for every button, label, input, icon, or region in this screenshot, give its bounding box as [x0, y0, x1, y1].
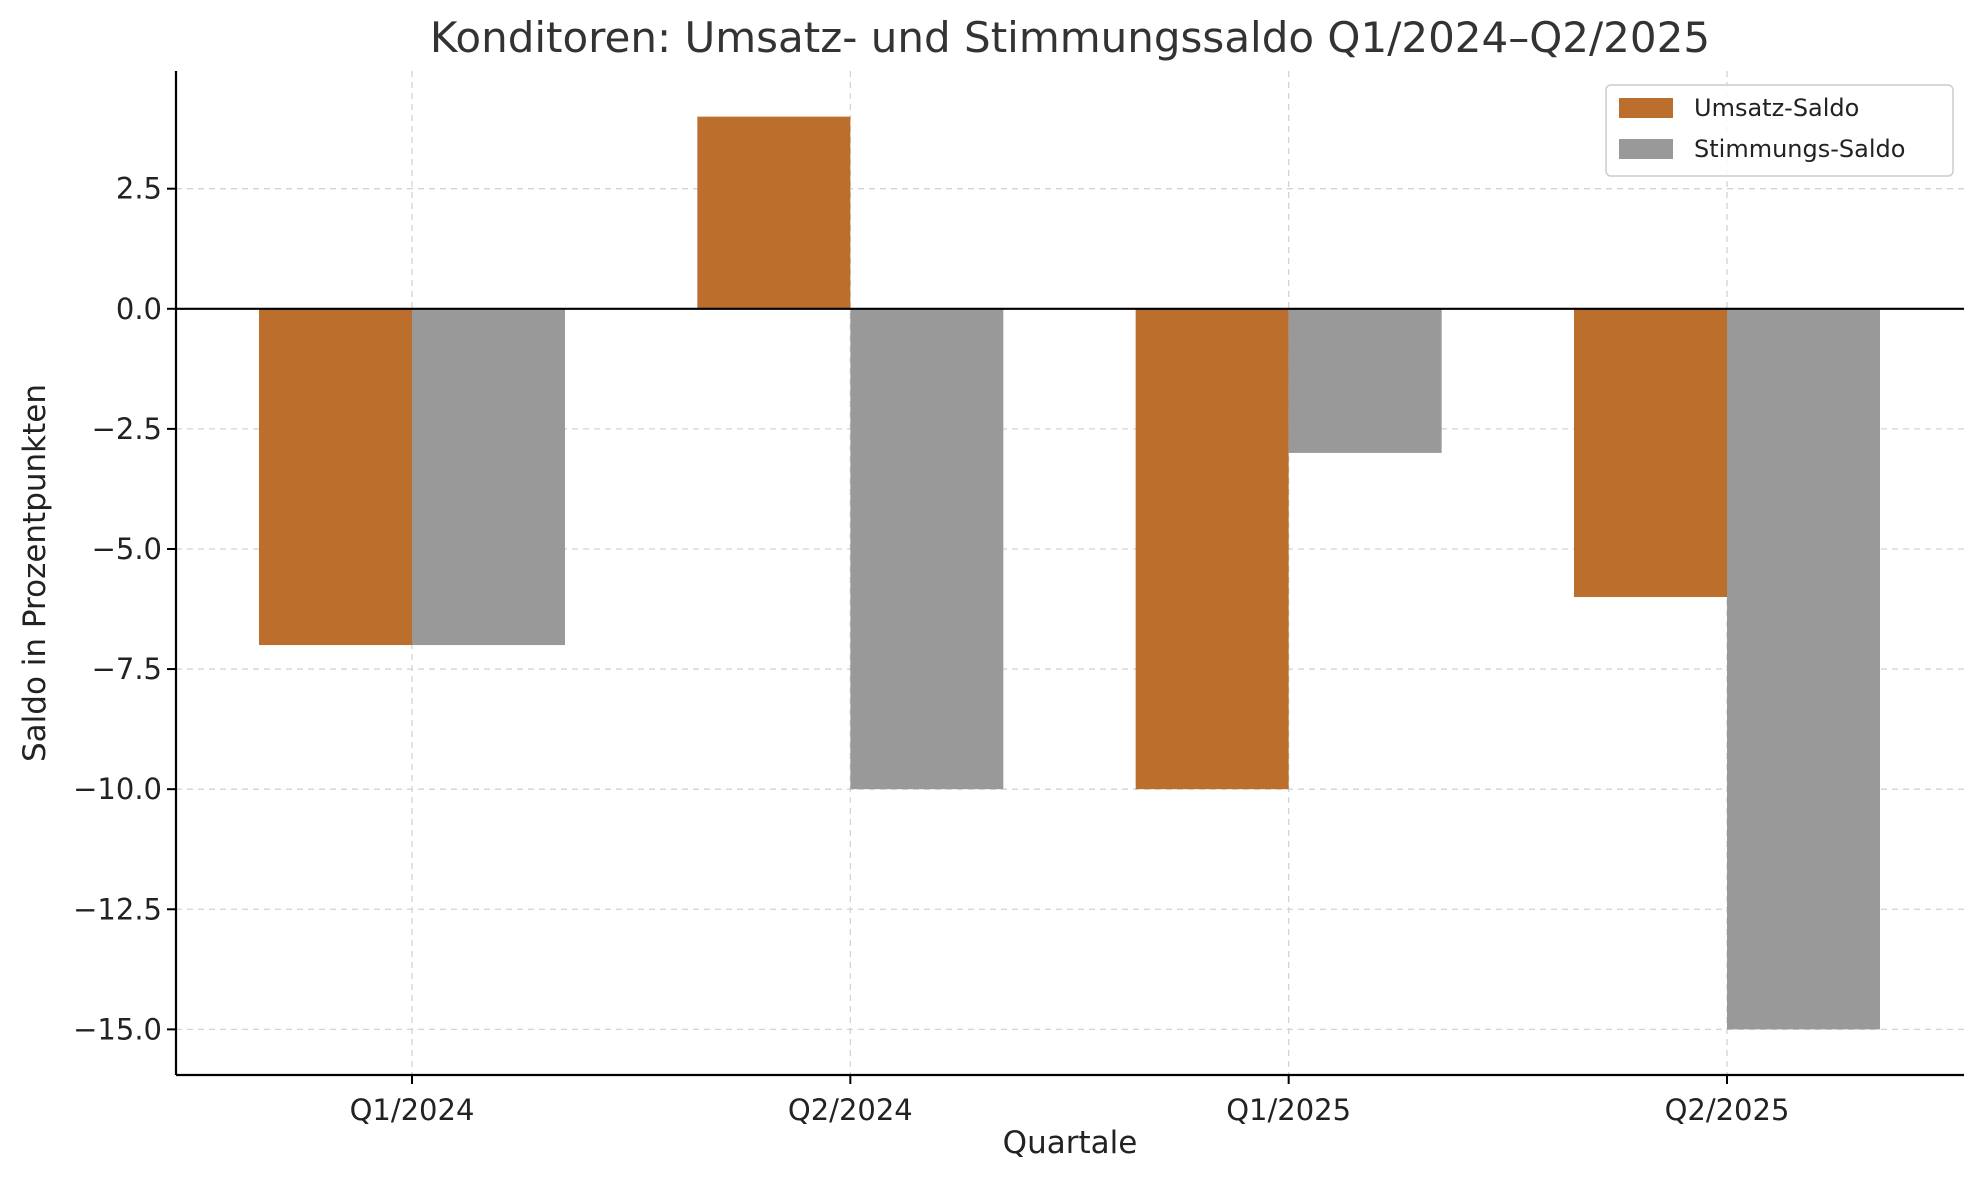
- y-tick-label: −12.5: [73, 892, 162, 926]
- bar-umsatz: [1574, 308, 1727, 598]
- legend-swatch: [1619, 139, 1673, 159]
- y-axis-ticks: 2.5 0.0 −2.5 −5.0 −7.5 −10.0 −12.5 −15.0: [73, 172, 176, 1046]
- y-axis-label: Saldo in Prozentpunkten: [17, 384, 53, 762]
- x-tick-label: Q1/2025: [1226, 1093, 1351, 1127]
- bar-umsatz: [1135, 308, 1289, 790]
- bar-umsatz: [259, 308, 412, 646]
- bar-umsatz: [697, 116, 851, 309]
- y-tick-label: 2.5: [116, 172, 162, 206]
- y-tick-label: 0.0: [116, 292, 162, 326]
- legend-label: Stimmungs-Saldo: [1694, 135, 1905, 163]
- legend-label: Umsatz-Saldo: [1694, 94, 1859, 122]
- bar-stimmung: [850, 308, 1004, 790]
- axes: [174, 71, 1964, 1077]
- y-tick-label: −5.0: [92, 532, 162, 566]
- x-tick-label: Q1/2024: [350, 1093, 475, 1127]
- bar-stimmung: [412, 308, 565, 646]
- y-tick-label: −15.0: [73, 1012, 162, 1046]
- y-tick-label: −7.5: [92, 652, 162, 686]
- bar-stimmung: [1727, 308, 1880, 1030]
- y-tick-label: −2.5: [92, 412, 162, 446]
- x-axis-label: Quartale: [1003, 1125, 1138, 1161]
- chart-title: Konditoren: Umsatz- und Stimmungssaldo Q…: [430, 13, 1710, 62]
- y-tick-label: −10.0: [73, 772, 162, 806]
- legend-swatch: [1619, 98, 1673, 118]
- x-tick-label: Q2/2025: [1665, 1093, 1790, 1127]
- bar-stimmung: [1288, 308, 1442, 453]
- bars: [259, 116, 1880, 1030]
- legend: Umsatz-Saldo Stimmungs-Saldo: [1605, 84, 1954, 177]
- x-tick-label: Q2/2024: [788, 1093, 913, 1127]
- legend-box: [1605, 84, 1954, 177]
- x-axis-ticks: Q1/2024 Q2/2024 Q1/2025 Q2/2025: [350, 1075, 1790, 1127]
